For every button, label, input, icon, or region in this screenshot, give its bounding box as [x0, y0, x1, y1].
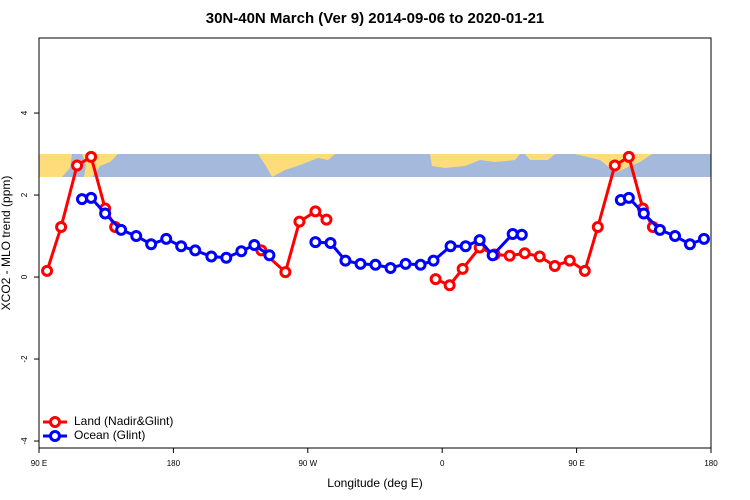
data-point: [414, 258, 427, 271]
data-point: [71, 159, 84, 172]
data-point: [309, 236, 322, 249]
x-tick-label: 0: [440, 459, 445, 468]
data-point: [443, 279, 456, 292]
data-point: [429, 273, 442, 286]
x-tick-label: 90 E: [31, 459, 47, 468]
x-tick-label: 90 E: [568, 459, 584, 468]
x-tick-label: 180: [704, 459, 718, 468]
y-tick-label: 4: [20, 110, 29, 115]
data-point: [578, 264, 591, 277]
data-point: [309, 205, 322, 218]
x-axis-label: Longitude (deg E): [327, 476, 422, 490]
data-point: [518, 247, 531, 260]
data-point: [622, 191, 635, 204]
data-point: [99, 207, 112, 220]
data-point: [339, 254, 352, 267]
data-point: [563, 254, 576, 267]
data-point: [515, 228, 528, 241]
series-line: [81, 196, 705, 270]
data-point: [459, 240, 472, 253]
data-point: [55, 221, 68, 234]
plot-frame: [38, 37, 712, 449]
y-tick-label: -2: [20, 355, 29, 363]
x-tick-label: 180: [167, 459, 181, 468]
data-point: [683, 238, 696, 251]
legend-label: Ocean (Glint): [74, 428, 145, 442]
data-point: [248, 239, 261, 252]
data-point: [145, 238, 158, 251]
data-point: [85, 150, 98, 163]
y-axis-label: XCO2 - MLO trend (ppm): [0, 176, 13, 311]
data-point: [354, 257, 367, 270]
y-tick-label: -4: [20, 437, 29, 445]
data-point: [41, 264, 54, 277]
data-point: [85, 191, 98, 204]
data-point: [160, 232, 173, 245]
data-point: [189, 244, 202, 257]
data-point: [473, 234, 486, 247]
data-point: [506, 227, 519, 240]
data-point: [175, 240, 188, 253]
data-point: [263, 249, 276, 262]
map-strip: [39, 154, 711, 177]
data-point: [235, 245, 248, 258]
data-point: [503, 249, 516, 262]
y-tick-label: 2: [20, 192, 29, 197]
data-point: [293, 215, 306, 228]
x-tick-label: 90 W: [298, 459, 317, 468]
data-point: [427, 254, 440, 267]
legend-label: Land (Nadir&Glint): [74, 414, 173, 428]
data-point: [320, 213, 333, 226]
data-point: [369, 258, 382, 271]
data-point: [76, 193, 89, 206]
data-point: [324, 237, 337, 249]
chart-title: 30N-40N March (Ver 9) 2014-09-06 to 2020…: [206, 10, 545, 27]
data-point: [456, 262, 469, 275]
legend-marker: [49, 416, 61, 428]
data-point: [637, 207, 650, 220]
data-point: [548, 259, 561, 272]
data-point: [130, 230, 143, 243]
data-point: [205, 250, 218, 263]
data-point: [669, 230, 682, 243]
data-point: [220, 251, 233, 264]
data-point: [697, 232, 710, 245]
data-point: [608, 159, 621, 172]
data-point: [384, 262, 397, 275]
data-point: [115, 223, 128, 236]
legend-marker: [49, 430, 61, 442]
data-point: [279, 266, 292, 279]
data-point: [444, 240, 457, 253]
data-point: [622, 150, 635, 163]
data-point: [533, 250, 546, 263]
data-point: [486, 249, 499, 262]
data-point: [653, 223, 666, 236]
y-tick-label: 0: [20, 274, 29, 279]
data-point: [399, 257, 412, 270]
data-point: [591, 221, 604, 234]
legend: Land (Nadir&Glint)Ocean (Glint): [43, 414, 173, 442]
